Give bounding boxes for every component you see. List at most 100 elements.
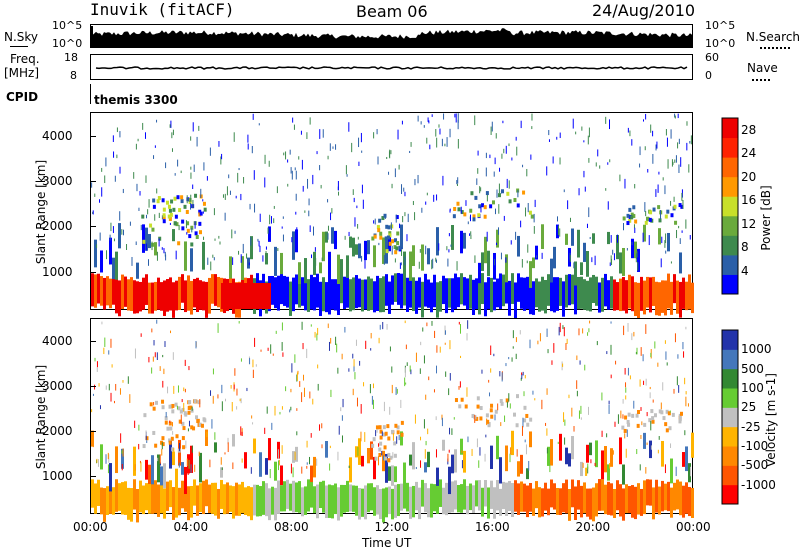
power-cell bbox=[335, 144, 337, 150]
velocity-cell bbox=[252, 369, 254, 379]
velocity-cell bbox=[303, 387, 305, 397]
power-cell bbox=[438, 124, 440, 128]
power-cell bbox=[274, 277, 277, 309]
power-cell bbox=[301, 159, 303, 170]
velocity-cell bbox=[639, 464, 641, 471]
velocity-cell bbox=[436, 345, 438, 353]
velocity-cell bbox=[467, 320, 469, 329]
velocity-cell bbox=[646, 412, 648, 417]
velocity-cell bbox=[292, 451, 295, 463]
power-cell bbox=[485, 191, 489, 196]
velocity-cell bbox=[378, 447, 382, 452]
velocity-cell bbox=[385, 453, 388, 483]
power-cell bbox=[340, 259, 343, 280]
power-cell bbox=[465, 200, 467, 206]
power-cell bbox=[190, 136, 192, 141]
velocity-cell bbox=[627, 367, 629, 376]
velocity-cell bbox=[191, 445, 193, 453]
velocity-cell bbox=[458, 404, 462, 409]
velocity-cell bbox=[145, 459, 148, 480]
velocity-cell bbox=[508, 480, 511, 511]
power-cell bbox=[154, 281, 157, 311]
velocity-cell bbox=[471, 448, 473, 456]
velocity-cell bbox=[549, 464, 551, 473]
velocity-cell bbox=[494, 409, 498, 414]
velocity-colorbar-frame bbox=[721, 329, 739, 505]
power-cell bbox=[681, 189, 683, 198]
power-cell bbox=[390, 150, 392, 155]
power-cell bbox=[506, 178, 508, 188]
power-cell bbox=[510, 240, 512, 245]
velocity-cell bbox=[160, 466, 163, 486]
velocity-cell bbox=[418, 487, 421, 520]
power-cell bbox=[530, 214, 534, 219]
power-cell bbox=[674, 113, 676, 118]
power-cell bbox=[681, 192, 683, 201]
velocity-cell bbox=[106, 486, 109, 515]
velocity-cell bbox=[394, 423, 398, 428]
power-cell bbox=[470, 191, 474, 196]
velocity-cell bbox=[687, 403, 689, 407]
power-cell bbox=[285, 151, 287, 160]
velocity-cell bbox=[241, 481, 244, 514]
velocity-cell bbox=[108, 383, 110, 391]
power-cell bbox=[427, 248, 430, 265]
power-cell bbox=[435, 257, 437, 262]
power-cell bbox=[119, 166, 121, 174]
power-cell bbox=[635, 253, 637, 260]
power-cell bbox=[666, 209, 670, 214]
power-cell bbox=[232, 257, 234, 265]
power-cell bbox=[421, 244, 424, 271]
velocity-cell bbox=[619, 484, 622, 517]
velocity-cell bbox=[650, 421, 652, 431]
velocity-cell bbox=[159, 462, 161, 466]
power-cell bbox=[616, 282, 619, 311]
power-cell bbox=[552, 156, 554, 164]
power-cell bbox=[264, 154, 266, 164]
velocity-cell bbox=[587, 406, 589, 415]
power-cell bbox=[541, 224, 544, 249]
velocity-cell bbox=[378, 453, 382, 458]
velocity-cell bbox=[183, 387, 185, 392]
velocity-cell bbox=[352, 353, 354, 359]
velocity-cell bbox=[633, 400, 635, 409]
power-cell bbox=[106, 276, 109, 306]
power-cell bbox=[547, 274, 550, 306]
power-cell bbox=[180, 195, 184, 200]
velocity-cell bbox=[652, 487, 655, 520]
nsky-tick-bottom: 10^0 bbox=[52, 37, 83, 50]
power-cell bbox=[214, 274, 217, 306]
velocity-cell bbox=[580, 461, 583, 477]
power-cell bbox=[133, 172, 135, 179]
velocity-cell bbox=[641, 421, 643, 426]
velocity-cell bbox=[187, 454, 190, 474]
velocity-cell bbox=[199, 452, 202, 483]
velocity-cell bbox=[671, 412, 675, 417]
velocity-cell bbox=[637, 409, 641, 414]
power-cell bbox=[157, 277, 160, 310]
power-cell bbox=[119, 131, 121, 138]
power-cell bbox=[273, 218, 275, 224]
velocity-cell bbox=[639, 379, 641, 387]
velocity-cell bbox=[92, 442, 94, 448]
velocity-cell bbox=[241, 458, 243, 463]
power-cell bbox=[362, 199, 364, 209]
velocity-cell bbox=[182, 445, 186, 450]
power-cell bbox=[426, 192, 428, 196]
velocity-cell bbox=[449, 373, 451, 381]
velocity-cell bbox=[361, 488, 364, 517]
velocity-cell bbox=[372, 383, 374, 389]
power-cell bbox=[450, 244, 452, 247]
velocity-cell bbox=[475, 480, 478, 507]
power-cell bbox=[364, 240, 367, 261]
power-cell bbox=[162, 207, 166, 212]
velocity-cell bbox=[512, 330, 514, 339]
velocity-cell bbox=[384, 456, 388, 461]
power-cell bbox=[258, 240, 260, 247]
velocity-cell bbox=[669, 410, 671, 413]
velocity-cell bbox=[631, 333, 633, 341]
velocity-cell bbox=[335, 336, 337, 345]
power-cell bbox=[202, 281, 205, 311]
velocity-cell bbox=[110, 392, 112, 402]
velocity-cell bbox=[589, 442, 592, 456]
